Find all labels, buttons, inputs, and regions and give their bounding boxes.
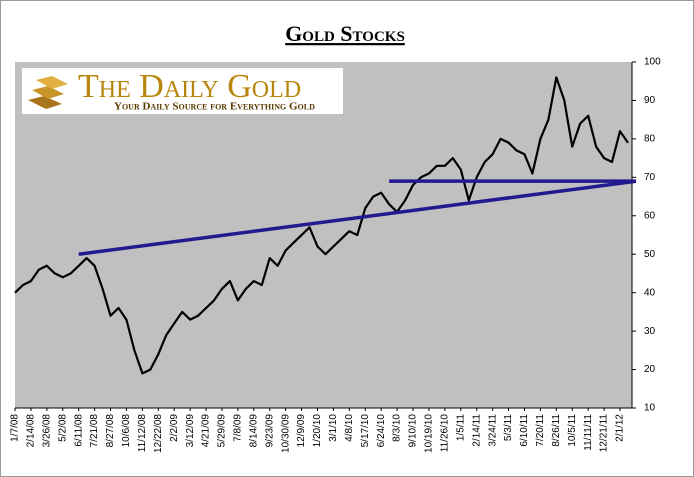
y-tick-label: 30 — [644, 326, 656, 337]
x-tick-label: 11/12/08 — [137, 414, 148, 453]
x-tick-label: 5/2/08 — [57, 414, 68, 442]
x-tick-label: 1/20/10 — [312, 414, 323, 448]
x-tick-label: 8/14/09 — [248, 414, 259, 448]
x-tick-label: 2/14/11 — [471, 414, 482, 447]
y-tick-label: 20 — [644, 364, 656, 375]
x-tick-label: 10/6/08 — [121, 414, 132, 448]
x-tick-label: 2/2/09 — [169, 414, 180, 442]
x-tick-label: 12/22/08 — [153, 414, 164, 453]
logo: The Daily Gold Your Daily Source for Eve… — [22, 68, 343, 114]
y-tick-label: 90 — [644, 95, 656, 106]
trend-line — [78, 179, 637, 256]
logo-bar — [28, 96, 62, 109]
logo-bar — [36, 76, 68, 89]
logo-subtitle: Your Daily Source for Everything Gold — [114, 101, 315, 113]
x-tick-label: 9/23/09 — [264, 414, 275, 448]
x-tick-label: 6/10/11 — [519, 414, 530, 447]
logo-box — [22, 68, 343, 114]
x-tick-label: 12/9/09 — [296, 414, 307, 448]
y-tick-label: 100 — [644, 57, 661, 68]
x-tick-label: 2/14/08 — [26, 414, 37, 448]
x-tick-label: 10/30/09 — [280, 414, 291, 453]
x-tick-label: 3/12/09 — [185, 414, 196, 448]
y-tick-label: 60 — [644, 210, 656, 221]
price-line — [14, 76, 629, 375]
y-tick-label: 70 — [644, 172, 656, 183]
x-tick-label: 11/11/11 — [583, 414, 594, 451]
x-tick-label: 7/8/09 — [233, 414, 244, 442]
x-tick-label: 9/10/10 — [408, 414, 419, 448]
y-tick-label: 40 — [644, 287, 656, 298]
x-tick-label: 1/5/11 — [455, 414, 466, 441]
y-tick-label: 80 — [644, 134, 656, 145]
x-tick-label: 10/19/10 — [424, 414, 435, 453]
x-tick-label: 6/24/10 — [376, 414, 387, 448]
x-tick-label: 4/21/09 — [201, 414, 212, 448]
x-tick-label: 7/20/11 — [535, 414, 546, 447]
x-tick-label: 3/24/11 — [487, 414, 498, 447]
plot-area — [15, 62, 632, 408]
x-tick-label: 1/7/08 — [10, 414, 21, 442]
logo-title: The Daily Gold — [78, 68, 301, 105]
x-tick-label: 7/21/08 — [89, 414, 100, 448]
x-tick-label: 6/11/08 — [73, 414, 84, 447]
x-tick-label: 5/29/09 — [217, 414, 228, 448]
x-tick-label: 5/17/10 — [360, 414, 371, 448]
x-tick-label: 8/3/10 — [392, 414, 403, 442]
x-tick-label: 8/26/11 — [551, 414, 562, 447]
x-tick-label: 2/1/12 — [615, 414, 626, 442]
chart-title: Gold Stocks — [285, 21, 405, 46]
x-tick-label: 3/26/08 — [41, 414, 52, 448]
x-tick-label: 3/1/10 — [328, 414, 339, 442]
x-tick-label: 4/8/10 — [344, 414, 355, 442]
x-tick-label: 5/3/11 — [503, 414, 514, 441]
logo-bar — [32, 86, 64, 99]
y-tick-label: 10 — [644, 403, 656, 414]
x-tick-label: 10/5/11 — [567, 414, 578, 447]
x-tick-label: 12/21/11 — [599, 414, 610, 453]
x-tick-label: 8/27/08 — [105, 414, 116, 448]
x-tick-label: 11/26/10 — [440, 414, 451, 453]
y-tick-label: 50 — [644, 249, 656, 260]
